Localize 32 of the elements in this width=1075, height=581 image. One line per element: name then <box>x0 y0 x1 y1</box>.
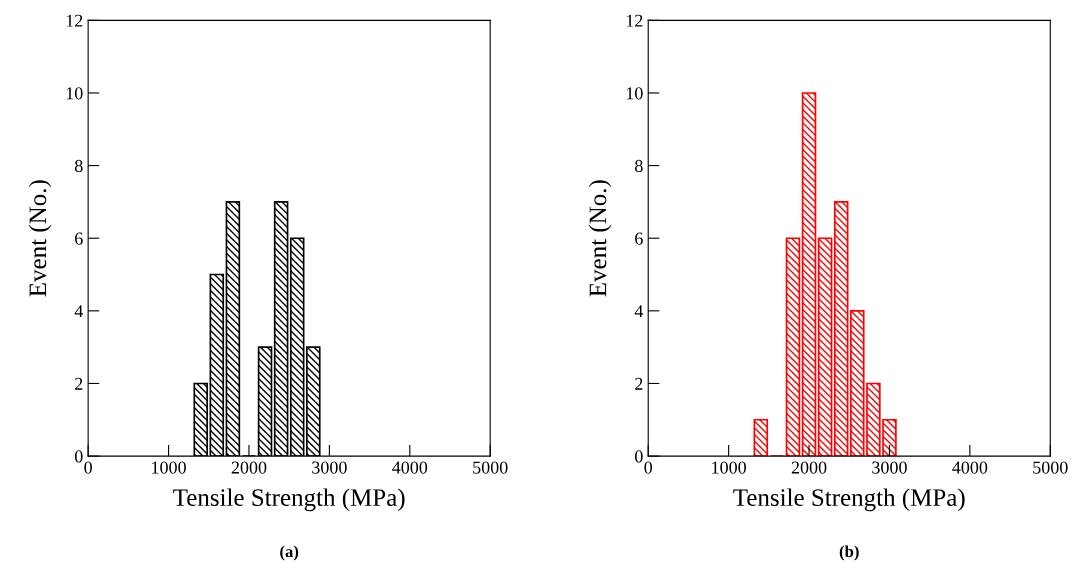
x-tick-label: 5000 <box>473 461 508 474</box>
x-tick-label: 2000 <box>231 461 267 474</box>
x-tick-label: 2000 <box>791 461 827 474</box>
x-tick-label: 4000 <box>952 461 988 474</box>
x-tick-label: 3000 <box>312 461 347 474</box>
y-tick-label: 4 <box>74 305 84 318</box>
y-tick-label: 10 <box>66 87 83 100</box>
y-tick-label: 8 <box>635 159 643 173</box>
x-axis-title: Tensile Strength (MPa) <box>173 488 405 512</box>
y-tick-label: 2 <box>635 377 643 390</box>
y-tick-label: 6 <box>635 232 643 245</box>
x-tick-label: 5000 <box>1033 461 1068 474</box>
y-tick-label: 2 <box>75 377 83 390</box>
x-tick-label: 3000 <box>872 461 907 474</box>
x-tick-label: 0 <box>84 461 92 474</box>
y-tick-label: 6 <box>75 232 83 245</box>
text: (a) <box>280 545 299 561</box>
y-tick-label: 12 <box>66 14 83 27</box>
y-axis-title: Event (No.) <box>28 180 52 297</box>
y-tick-label: 12 <box>626 14 643 27</box>
x-tick-label: 1000 <box>152 461 186 474</box>
y-axis-title: Event (No.) <box>588 180 612 297</box>
text: (b) <box>839 545 859 561</box>
x-tick-label: 0 <box>644 461 653 474</box>
y-tick-label: 10 <box>626 87 643 100</box>
y-tick-label: 0 <box>74 450 83 463</box>
x-axis-title: Tensile Strength (MPa) <box>733 488 965 512</box>
y-tick-label: 8 <box>74 159 83 173</box>
y-tick-label: 0 <box>635 450 643 463</box>
x-tick-label: 4000 <box>392 461 428 474</box>
y-tick-label: 4 <box>634 305 644 318</box>
x-tick-label: 1000 <box>712 461 746 474</box>
